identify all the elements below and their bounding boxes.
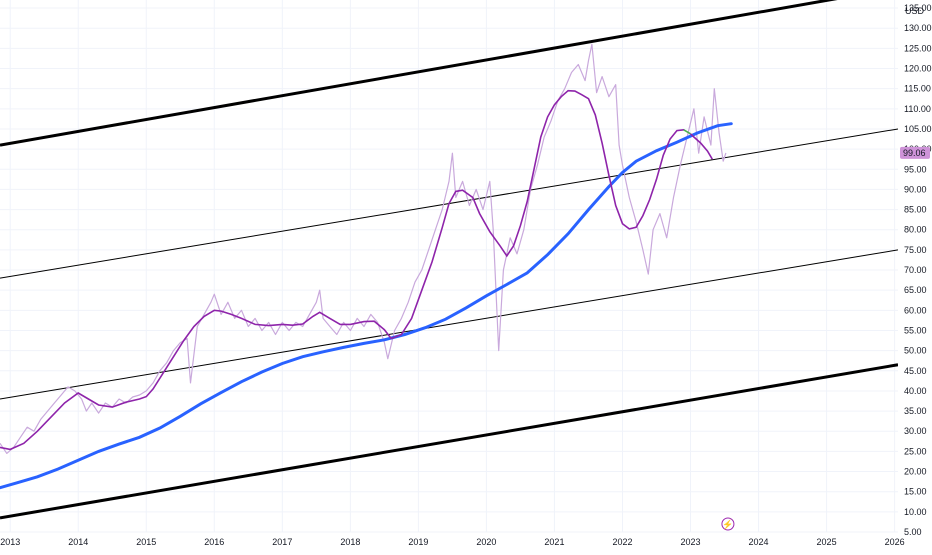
y-tick-label: 25.00 [904,446,927,456]
x-tick-label: 2024 [749,537,769,547]
y-tick-label: 105.00 [904,124,932,134]
event-marker-layer[interactable]: ⚡ [721,517,735,531]
x-tick-label: 2022 [612,537,632,547]
y-tick-label: 55.00 [904,325,927,335]
y-tick-label: 95.00 [904,164,927,174]
y-tick-label: 50.00 [904,346,927,356]
y-tick-label: 45.00 [904,366,927,376]
y-tick-label: 80.00 [904,225,927,235]
y-tick-label: 40.00 [904,386,927,396]
price-series-line[interactable] [0,43,727,454]
y-tick-label: 20.00 [904,467,927,477]
channel-line-outer-upper[interactable] [0,0,898,147]
fast-ma-tail-up [683,129,691,135]
lightning-icon[interactable] [721,517,735,531]
last-price-badge [900,146,930,159]
x-tick-label: 2025 [817,537,837,547]
y-tick-label: 65.00 [904,285,927,295]
x-tick-label: 2023 [680,537,700,547]
y-tick-label: 15.00 [904,487,927,497]
fast-ma-tail [689,133,713,160]
channel-line-outer-lower[interactable] [0,363,899,520]
currency-label: USD [905,6,925,16]
lightning-symbol: ⚡ [722,519,733,531]
moving-averages-layer [0,89,733,490]
y-tick-label: 110.00 [904,104,931,114]
x-tick-label: 2019 [408,537,428,547]
y-tick-label: 130.00 [904,23,932,33]
x-tick-label: 2015 [136,537,156,547]
y-tick-label: 115.00 [904,84,931,94]
x-tick-label: 2017 [272,537,292,547]
y-tick-label: 5.00 [904,527,922,537]
y-tick-label: 125.00 [904,43,932,53]
x-tick-label: 2018 [340,537,360,547]
slow-ma-line[interactable] [0,122,733,490]
channel-line-inner-lower[interactable] [0,249,899,400]
x-tick-label: 2020 [476,537,496,547]
x-axis[interactable]: 2013 2014 2015 2016 2017 2018 2019 2020 2021 2022… [0,537,904,547]
x-tick-label: 2016 [204,537,224,547]
y-tick-label: 90.00 [904,184,927,194]
trend-channel-layer [0,0,899,520]
fast-ma-line[interactable] [0,89,685,451]
price-scale-panel[interactable] [898,0,932,550]
last-price-marker: 99.06 [900,146,930,159]
y-tick-label: 75.00 [904,245,927,255]
y-tick-label: 85.00 [904,205,927,215]
y-tick-label: 135.00 [904,3,932,13]
y-tick-label: 10.00 [904,507,927,517]
x-tick-label: 2021 [544,537,564,547]
x-tick-label: 2013 [0,537,20,547]
y-tick-label: 30.00 [904,426,927,436]
last-price-text: 99.06 [903,148,926,158]
y-tick-label: 60.00 [904,305,927,315]
x-tick-label: 2014 [68,537,88,547]
y-tick-label: 70.00 [904,265,927,275]
y-tick-label: 35.00 [904,406,927,416]
x-tick-label: 2026 [885,537,905,547]
price-layer [0,43,727,454]
y-tick-label: 120.00 [904,64,932,74]
